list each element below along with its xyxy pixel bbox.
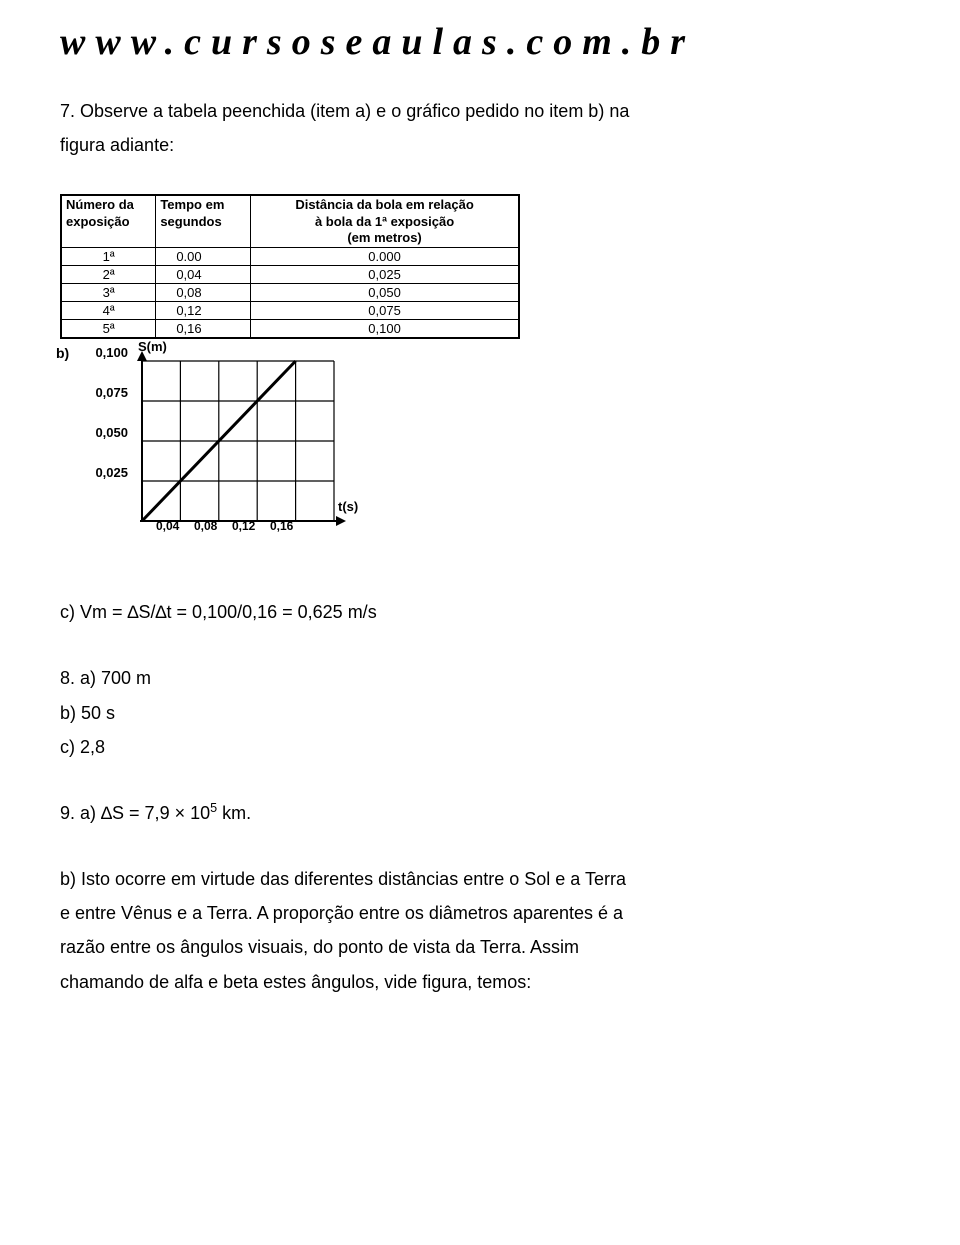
q9b-line1: b) Isto ocorre em virtude das diferentes… bbox=[60, 862, 900, 896]
table-cell: 0,075 bbox=[251, 302, 519, 320]
table-cell: 0.00 bbox=[156, 248, 251, 266]
data-table: Número da exposição Tempo em segundos Di… bbox=[60, 194, 520, 339]
table-cell: 0,025 bbox=[251, 266, 519, 284]
chart-y-tick-label: 0,075 bbox=[68, 385, 128, 400]
q9a-post: km. bbox=[217, 803, 251, 823]
table-row: 3ª0,080,050 bbox=[61, 284, 519, 302]
table-row: 4ª0,120,075 bbox=[61, 302, 519, 320]
q9b-line4: chamando de alfa e beta estes ângulos, v… bbox=[60, 965, 900, 999]
table-header-col3: Distância da bola em relação à bola da 1… bbox=[251, 195, 519, 247]
table-cell: 0,050 bbox=[251, 284, 519, 302]
table-row: 5ª0,160,100 bbox=[61, 320, 519, 339]
q8a-text: 8. a) 700 m bbox=[60, 661, 900, 695]
chart-y-tick-label: 0,050 bbox=[68, 425, 128, 440]
q9b-line3: razão entre os ângulos visuais, do ponto… bbox=[60, 930, 900, 964]
chart-y-tick-label: 0,025 bbox=[68, 465, 128, 480]
q9a-pre: 9. a) ∆S = 7,9 × 10 bbox=[60, 803, 210, 823]
table-header-col3-l2: à bola da 1ª exposição bbox=[315, 214, 454, 229]
chart-container: b) S(m) t(s) 0,1000,0750,0500,025 0,040,… bbox=[60, 341, 400, 551]
table-cell: 0,04 bbox=[156, 266, 251, 284]
table-cell: 0.000 bbox=[251, 248, 519, 266]
site-header: www.cursoseaulas.com.br bbox=[60, 20, 900, 64]
q7c-text: c) Vm = ∆S/∆t = 0,100/0,16 = 0,625 m/s bbox=[60, 595, 900, 629]
q7-intro-line2: figura adiante: bbox=[60, 128, 900, 162]
table-cell: 5ª bbox=[61, 320, 156, 339]
table-cell: 3ª bbox=[61, 284, 156, 302]
table-cell: 0,100 bbox=[251, 320, 519, 339]
table-header-col1: Número da exposição bbox=[61, 195, 156, 247]
table-cell: 1ª bbox=[61, 248, 156, 266]
chart-y-tick-label: 0,100 bbox=[68, 345, 128, 360]
q7-intro-line1: 7. Observe a tabela peenchida (item a) e… bbox=[60, 94, 900, 128]
table-cell: 0,16 bbox=[156, 320, 251, 339]
table-header-col3-l1: Distância da bola em relação bbox=[295, 197, 473, 212]
q9a-text: 9. a) ∆S = 7,9 × 105 km. bbox=[60, 796, 900, 830]
table-cell: 0,08 bbox=[156, 284, 251, 302]
q8c-text: c) 2,8 bbox=[60, 730, 900, 764]
table-header-col3-l3: (em metros) bbox=[347, 230, 421, 245]
table-cell: 2ª bbox=[61, 266, 156, 284]
table-cell: 0,12 bbox=[156, 302, 251, 320]
table-header-col2: Tempo em segundos bbox=[156, 195, 251, 247]
table-row: 2ª0,040,025 bbox=[61, 266, 519, 284]
table-row: 1ª0.000.000 bbox=[61, 248, 519, 266]
chart-plot-svg bbox=[132, 351, 354, 531]
q9b-line2: e entre Vênus e a Terra. A proporção ent… bbox=[60, 896, 900, 930]
table-cell: 4ª bbox=[61, 302, 156, 320]
q8b-text: b) 50 s bbox=[60, 696, 900, 730]
